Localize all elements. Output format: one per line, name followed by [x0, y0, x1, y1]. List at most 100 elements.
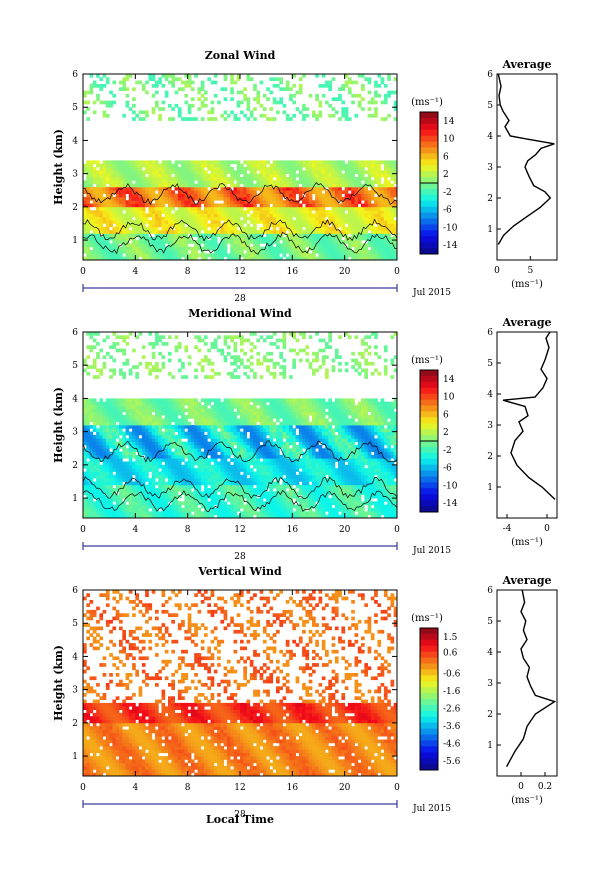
heatmap-cell — [213, 93, 218, 98]
heatmap-cell — [276, 216, 280, 221]
heatmap-cell — [344, 226, 349, 231]
heatmap-cell — [200, 177, 205, 181]
heatmap-cell — [341, 167, 346, 171]
heatmap-cell — [226, 160, 231, 165]
heatmap-cell — [364, 77, 368, 81]
heatmap-cell — [230, 170, 234, 174]
heatmap-cell — [204, 501, 208, 506]
heatmap-cell — [289, 253, 293, 258]
heatmap-cell — [226, 488, 231, 492]
heatmap-cell — [115, 488, 120, 492]
heatmap-cell — [226, 216, 231, 221]
heatmap-cell — [128, 186, 133, 191]
heatmap-cell — [168, 190, 172, 194]
heatmap-cell — [318, 160, 323, 165]
heatmap-cell — [312, 481, 316, 486]
heatmap-cell — [279, 210, 283, 214]
heatmap-cell — [292, 246, 296, 251]
heatmap-cell — [383, 240, 388, 244]
heatmap-cell — [383, 236, 388, 241]
heatmap-cell — [282, 246, 287, 251]
heatmap-cell — [226, 508, 231, 512]
heatmap-cell — [249, 190, 254, 194]
heatmap-cell — [354, 220, 359, 224]
heatmap-cell — [377, 246, 382, 251]
heatmap-cell — [279, 508, 283, 512]
heatmap-cell — [305, 451, 310, 456]
heatmap-cell — [272, 501, 277, 506]
heatmap-cell — [364, 488, 368, 492]
heatmap-cell — [86, 226, 90, 231]
heatmap-cell — [393, 177, 397, 181]
panel-title: Zonal Wind — [205, 49, 276, 62]
heatmap-cell — [112, 240, 117, 244]
heatmap-cell — [318, 100, 323, 105]
heatmap-cell — [109, 504, 113, 509]
heatmap-cell — [151, 177, 156, 181]
heatmap-cell — [347, 461, 352, 466]
heatmap-cell — [132, 511, 136, 516]
heatmap-cell — [96, 196, 100, 201]
heatmap-cell — [122, 508, 126, 512]
heatmap-cell — [86, 100, 90, 105]
heatmap-cell — [347, 508, 352, 512]
heatmap-cell — [96, 236, 100, 241]
heatmap-cell — [325, 458, 329, 462]
heatmap-cell — [334, 240, 339, 244]
heatmap-cell — [246, 97, 251, 101]
heatmap-cell — [325, 170, 329, 174]
heatmap-cell — [344, 177, 349, 181]
heatmap-cell — [312, 253, 316, 258]
heatmap-cell — [105, 220, 110, 224]
heatmap-cell — [190, 484, 195, 489]
heatmap-cell — [374, 196, 378, 201]
heatmap-cell — [321, 246, 326, 251]
heatmap-cell — [236, 471, 241, 476]
heatmap-cell — [158, 243, 162, 248]
heatmap-cell — [256, 200, 261, 204]
heatmap-cell — [338, 454, 342, 459]
heatmap-cell — [380, 488, 385, 492]
heatmap-cell — [351, 253, 355, 258]
heatmap-cell — [383, 170, 388, 174]
heatmap-cell — [344, 220, 349, 224]
heatmap-cell — [318, 223, 323, 228]
heatmap-cell — [207, 77, 211, 81]
heatmap-cell — [318, 481, 323, 486]
heatmap-cell — [370, 514, 375, 518]
heatmap-cell — [187, 163, 192, 168]
heatmap-cell — [367, 107, 372, 111]
heatmap-cell — [194, 177, 198, 181]
heatmap-cell — [115, 253, 120, 258]
heatmap-cell — [181, 80, 185, 85]
heatmap-cell — [141, 190, 146, 194]
heatmap-cell — [308, 233, 313, 238]
heatmap-cell — [125, 163, 130, 168]
heatmap-cell — [184, 216, 189, 221]
heatmap-cell — [390, 243, 395, 248]
heatmap-cell — [220, 230, 225, 234]
heatmap-cell — [338, 186, 342, 191]
heatmap-cell — [357, 451, 362, 456]
heatmap-cell — [302, 233, 306, 238]
heatmap-cell — [96, 93, 100, 98]
heatmap-cell — [328, 230, 332, 234]
heatmap-cell — [374, 180, 378, 184]
heatmap-cell — [102, 113, 107, 118]
heatmap-cell — [233, 488, 238, 492]
heatmap-cell — [249, 491, 254, 496]
heatmap-cell — [83, 451, 87, 456]
heatmap-cell — [86, 210, 90, 214]
heatmap-cell — [364, 458, 368, 462]
heatmap-cell — [292, 190, 296, 194]
heatmap-cell — [168, 220, 172, 224]
heatmap-cell — [96, 511, 100, 516]
heatmap-cell — [285, 193, 290, 198]
heatmap-cell — [269, 514, 274, 518]
heatmap-cell — [328, 103, 332, 108]
heatmap-cell — [390, 173, 395, 178]
heatmap-cell — [338, 213, 342, 218]
heatmap-cell — [223, 170, 228, 174]
heatmap-cell — [125, 471, 130, 476]
heatmap-cell — [171, 504, 175, 509]
